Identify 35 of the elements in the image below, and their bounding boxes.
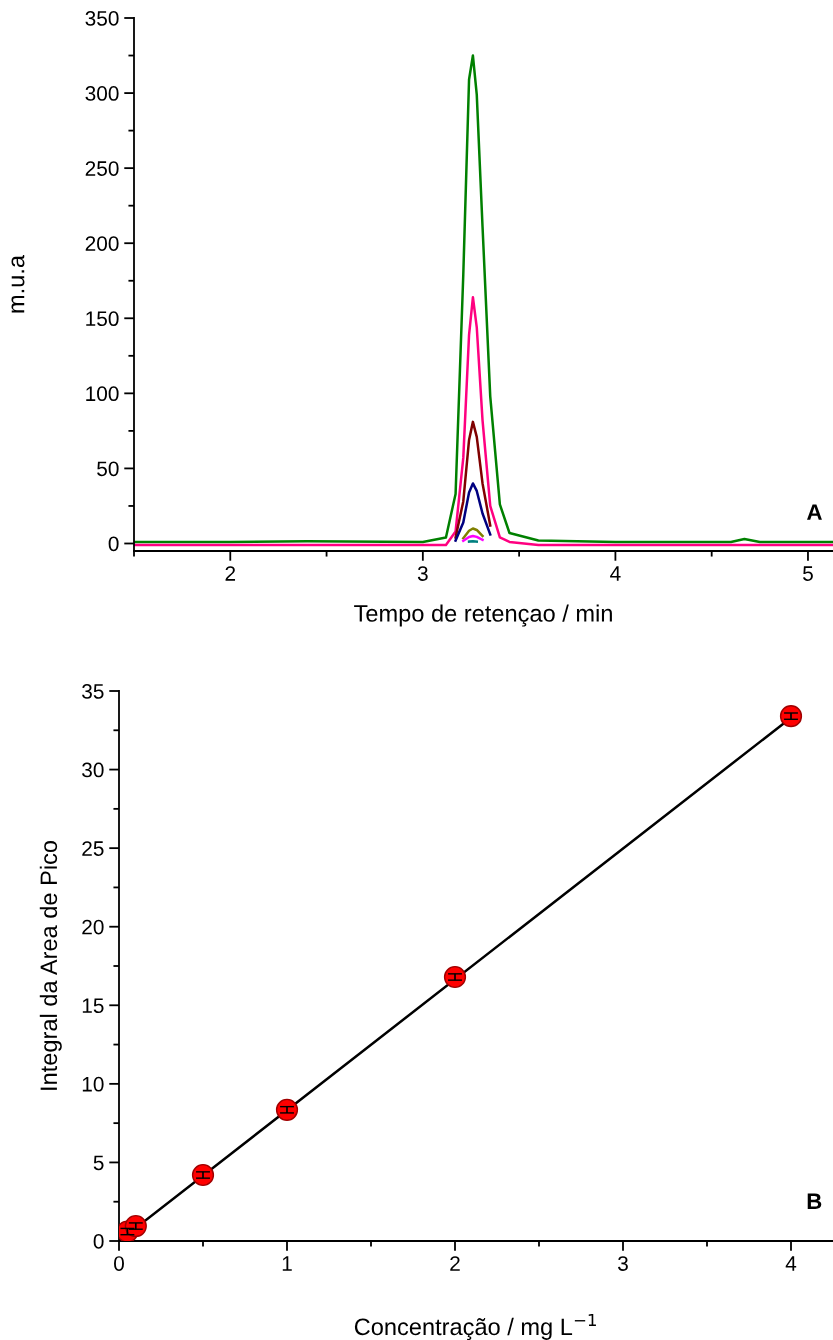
y-tick-label: 0 — [108, 536, 119, 552]
x-axis-title: Tempo de retençao / min — [354, 604, 612, 627]
y-tick-label: 35 — [82, 684, 104, 699]
x-tick-label: 2 — [225, 566, 236, 581]
annotation: B — [807, 1193, 822, 1209]
x-tick-label: 5 — [803, 566, 813, 581]
line-series — [462, 527, 484, 540]
y-tick-label: 100 — [86, 386, 119, 402]
y-tick-label: 150 — [86, 311, 119, 327]
x-tick-label: 3 — [618, 1256, 628, 1271]
y-tick-label: 30 — [82, 762, 104, 778]
line-series — [134, 296, 833, 547]
y-tick-label: 50 — [97, 461, 119, 477]
x-axis-title: Concentração / mg L$^{−1}$ — [354, 1313, 596, 1340]
annotation: A — [807, 504, 822, 520]
line-series — [134, 54, 833, 544]
y-tick-label: 0 — [93, 1234, 104, 1249]
line-series — [454, 482, 492, 542]
y-tick-label: 20 — [82, 919, 104, 935]
y-tick-label: 200 — [85, 236, 119, 251]
y-tick-label: 350 — [85, 11, 119, 26]
line-series — [454, 420, 492, 539]
y-tick-label: 25 — [82, 841, 104, 856]
y-axis-title: Integral da Area de Pico — [39, 840, 62, 1090]
x-tick-label: 4 — [785, 1256, 797, 1271]
y-axis-title: m.u.a — [11, 254, 25, 313]
x-tick-label: 4 — [610, 566, 621, 581]
y-tick-label: 250 — [85, 161, 119, 176]
y-tick-label: 300 — [85, 86, 119, 101]
x-tick-label: 2 — [450, 1256, 460, 1271]
x-tick-label: 3 — [417, 566, 428, 581]
y-tick-label: 5 — [93, 1155, 104, 1171]
y-tick-label: 10 — [82, 1076, 104, 1092]
x-tick-label: 1 — [282, 1256, 292, 1271]
y-tick-label: 15 — [82, 998, 104, 1014]
